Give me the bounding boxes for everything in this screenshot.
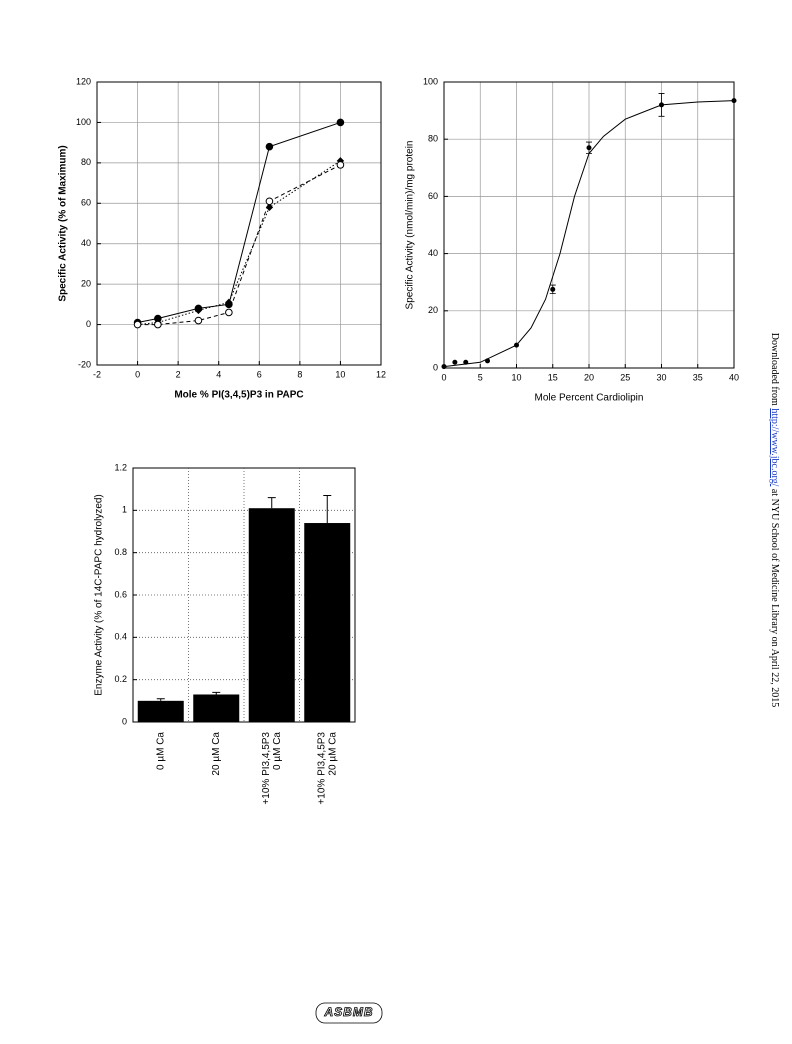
- series-line: [137, 121, 341, 324]
- y-tick-label: 40: [428, 248, 438, 258]
- chart: 0 0.2 0.4 0.6 0.8 1 1.2 Enzyme Activity (% of 1…: [94, 462, 356, 805]
- y-tick-label: 60: [81, 198, 91, 208]
- bar: [137, 700, 184, 722]
- x-tick-label: 10: [335, 369, 345, 379]
- chart: 0 20 40 60 80 100 0 5 10 15 20 25 30 35 40 Mole Percent…: [405, 76, 739, 403]
- x-tick-label: 2: [176, 369, 181, 379]
- y-tick-label: 120: [76, 76, 91, 86]
- x-tick-label: 0 µM Ca: [155, 732, 166, 770]
- y-tick-label: 0.4: [114, 632, 127, 642]
- x-tick-label: -2: [93, 369, 101, 379]
- y-tick-label: 0: [122, 716, 127, 726]
- point: [154, 320, 162, 329]
- point: [336, 118, 345, 127]
- y-tick-label: 20: [81, 279, 91, 289]
- series-line: [137, 164, 341, 326]
- logo: ASBMB: [324, 1005, 374, 1019]
- axis-label: Specific Activity (% of Maximum): [58, 145, 69, 301]
- point: [452, 359, 458, 365]
- x-tick-label: 10: [511, 372, 521, 382]
- y-tick-label: 1: [122, 505, 127, 515]
- x-tick-label: 30: [656, 372, 666, 382]
- bar: [304, 523, 351, 722]
- x-tick-label: 4: [216, 369, 221, 379]
- y-tick-label: 0.6: [114, 589, 127, 599]
- x-tick-label: 8: [297, 369, 302, 379]
- y-tick-label: 20: [428, 305, 438, 315]
- point: [225, 308, 233, 317]
- y-tick-label: 80: [428, 134, 438, 144]
- x-tick-label: +10% PI3,4,5P3: [261, 732, 272, 805]
- point: [265, 197, 274, 206]
- x-tick-label: 20 µM Ca: [327, 732, 338, 776]
- x-tick-label: 6: [257, 369, 262, 379]
- y-tick-label: 0.8: [114, 547, 127, 557]
- side-link[interactable]: http://www.jbc.org/: [769, 408, 780, 486]
- y-tick-label: -20: [78, 359, 91, 369]
- error-bar: [212, 691, 221, 695]
- x-tick-label: 40: [729, 372, 739, 382]
- series-line: [443, 100, 735, 368]
- x-tick-label: 0: [135, 369, 140, 379]
- bar: [248, 508, 295, 722]
- plot-frame: [96, 81, 382, 366]
- series-line: [137, 160, 341, 326]
- point: [550, 286, 556, 292]
- x-tick-label: 35: [693, 372, 703, 382]
- y-tick-label: 1.2: [114, 462, 127, 472]
- y-tick-label: 80: [81, 157, 91, 167]
- side-note: Downloaded from http://www.jbc.org/ at N…: [769, 333, 780, 707]
- bar: [193, 694, 240, 722]
- y-tick-label: 100: [423, 76, 438, 86]
- y-tick-label: 0: [86, 319, 91, 329]
- logo-frame: [315, 1002, 383, 1024]
- x-tick-label: 15: [548, 372, 558, 382]
- x-tick-label: 0: [441, 372, 446, 382]
- axis-label: Enzyme Activity (% of 14C-PAPC hydrolyze…: [94, 494, 105, 696]
- x-tick-label: +10% PI3,4,5P3: [316, 732, 327, 805]
- point: [336, 161, 345, 169]
- x-tick-label: 0 µM Ca: [272, 732, 283, 770]
- y-tick-label: 0.2: [114, 674, 127, 684]
- point: [133, 320, 142, 329]
- x-tick-label: 12: [376, 369, 386, 379]
- side-suffix: at NYU School of Medicine Library on Apr…: [769, 489, 780, 707]
- error-bar: [323, 495, 332, 524]
- y-tick-label: 40: [81, 238, 91, 248]
- y-tick-label: 60: [428, 191, 438, 201]
- point: [586, 145, 592, 151]
- error-bar: [156, 698, 165, 701]
- axis-label: Specific Activity (nmol/min)/mg protein: [405, 141, 416, 310]
- point: [225, 298, 233, 307]
- point: [194, 306, 203, 315]
- point: [194, 316, 203, 325]
- side-prefix: Downloaded from: [769, 333, 780, 406]
- point: [265, 142, 274, 151]
- axis-label: Mole Percent Cardiolipin: [535, 393, 644, 404]
- x-tick-label: 5: [478, 372, 483, 382]
- plot-frame: [443, 81, 735, 369]
- y-tick-label: 100: [76, 117, 91, 127]
- x-tick-label: 20 µM Ca: [211, 732, 222, 776]
- error-bar: [267, 497, 276, 509]
- y-tick-label: 0: [433, 362, 438, 372]
- axis-label: Mole % PI(3,4,5)P3 in PAPC: [174, 390, 303, 401]
- x-tick-label: 25: [620, 372, 630, 382]
- x-tick-label: 20: [584, 372, 594, 382]
